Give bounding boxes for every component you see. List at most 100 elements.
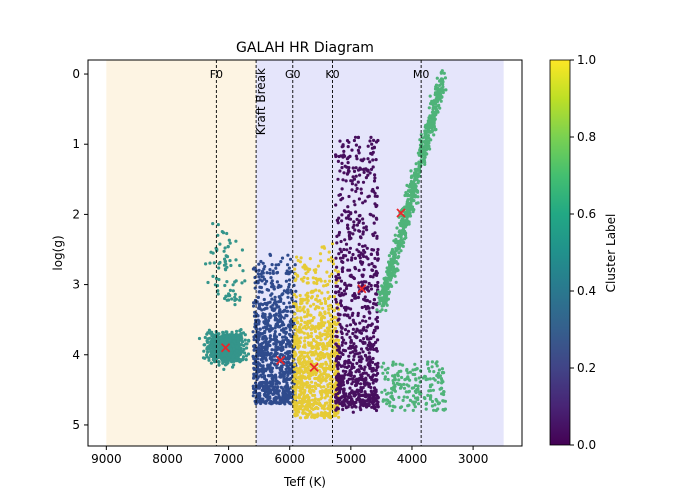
scatter-point [369, 274, 373, 279]
scatter-point [310, 353, 314, 357]
scatter-point [374, 388, 378, 392]
scatter-point [208, 336, 212, 340]
scatter-point [338, 256, 343, 260]
scatter-point [359, 360, 363, 364]
scatter-point [216, 289, 220, 293]
scatter-point [335, 306, 339, 310]
scatter-point [223, 351, 227, 355]
scatter-point [288, 333, 292, 337]
scatter-point [221, 357, 225, 361]
scatter-point [307, 401, 311, 405]
colorbar-tick-label: 0.0 [577, 438, 596, 452]
scatter-point [384, 301, 388, 305]
scatter-point [440, 69, 444, 73]
scatter-point [287, 301, 291, 305]
scatter-point [411, 368, 415, 372]
scatter-point [416, 384, 420, 388]
scatter-point [385, 266, 389, 270]
scatter-point [284, 399, 288, 403]
scatter-point [286, 290, 290, 294]
scatter-point [432, 377, 436, 381]
scatter-point [253, 381, 258, 385]
scatter-point [229, 263, 233, 268]
scatter-point [434, 110, 438, 114]
scatter-point [389, 257, 393, 261]
scatter-point [286, 324, 290, 328]
scatter-point [301, 360, 305, 364]
scatter-point [442, 71, 446, 75]
scatter-point [359, 158, 363, 162]
scatter-point [322, 284, 326, 288]
scatter-point [302, 305, 306, 309]
centroid-marker-1 [275, 355, 286, 366]
scatter-point [359, 390, 363, 394]
scatter-point [276, 385, 280, 389]
scatter-point [371, 165, 375, 169]
scatter-point [356, 135, 360, 139]
scatter-point [436, 97, 440, 101]
scatter-point [286, 263, 290, 267]
scatter-point [212, 350, 216, 354]
scatter-point [227, 294, 231, 298]
scatter-point [280, 374, 284, 378]
scatter-point [233, 303, 237, 307]
scatter-point [375, 203, 379, 208]
scatter-point [434, 361, 438, 365]
scatter-point [307, 389, 311, 393]
scatter-point [371, 232, 375, 236]
scatter-point [258, 278, 262, 282]
scatter-point [395, 381, 399, 385]
scatter-point [329, 396, 333, 400]
scatter-point [286, 397, 290, 401]
scatter-point [316, 264, 320, 268]
scatter-point [282, 323, 286, 327]
scatter-point [336, 159, 340, 163]
scatter-point [358, 229, 362, 233]
scatter-point [370, 146, 374, 150]
scatter-point [361, 217, 365, 221]
scatter-point [347, 194, 351, 199]
y-tick-label: 0 [72, 67, 80, 81]
scatter-point [288, 390, 292, 395]
scatter-point [432, 133, 436, 137]
scatter-point [351, 380, 355, 384]
scatter-point [432, 125, 436, 129]
scatter-point [391, 363, 395, 367]
scatter-point [327, 311, 331, 315]
scatter-point [324, 283, 328, 287]
scatter-point [383, 294, 387, 298]
scatter-point [286, 360, 290, 364]
scatter-point [293, 263, 297, 267]
scatter-point [398, 244, 402, 249]
scatter-point [414, 162, 418, 166]
scatter-point [268, 391, 272, 395]
scatter-point [318, 342, 322, 346]
scatter-point [391, 379, 395, 383]
scatter-point [368, 212, 372, 216]
scatter-point [241, 357, 245, 361]
scatter-point [258, 363, 262, 367]
scatter-point [320, 320, 324, 324]
scatter-point [209, 330, 213, 334]
scatter-point [394, 241, 398, 245]
scatter-point [218, 340, 222, 344]
scatter-point [385, 371, 390, 375]
scatter-point [284, 279, 288, 283]
scatter-point [340, 161, 344, 165]
scatter-point [368, 316, 372, 320]
scatter-point [413, 405, 417, 409]
scatter-point [342, 338, 346, 342]
scatter-point [444, 88, 448, 92]
scatter-point [388, 404, 392, 408]
scatter-point [306, 291, 310, 295]
scatter-point [222, 367, 226, 371]
scatter-point [353, 256, 357, 260]
scatter-point [332, 309, 336, 313]
scatter-point [272, 389, 277, 393]
scatter-point [316, 383, 320, 388]
scatter-point [340, 336, 344, 340]
scatter-point [370, 142, 374, 146]
scatter-point [346, 329, 351, 333]
scatter-point [343, 365, 347, 369]
scatter-point [318, 357, 322, 361]
